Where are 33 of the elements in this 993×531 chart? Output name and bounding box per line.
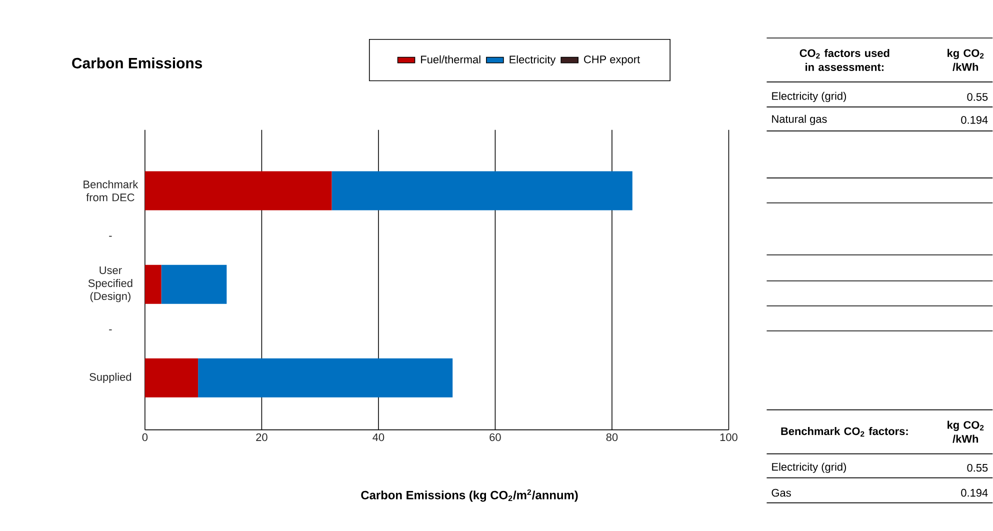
text: kg CO$_{2}$ /kWh bbox=[948, 420, 984, 443]
text: CO$_{2}$ factors used in assessment: bbox=[800, 49, 890, 72]
bar bbox=[144, 171, 332, 210]
x-axis-title: Carbon Emissions (kg CO$_{2}$/m$^{2}$/annum) bbox=[361, 489, 578, 502]
chart-title: Carbon Emissions bbox=[72, 58, 202, 69]
y-tick-label: Benchmark from DEC bbox=[84, 180, 138, 202]
bar bbox=[161, 264, 227, 304]
text: Electricity (grid) bbox=[772, 462, 846, 474]
text: 0.55 bbox=[967, 93, 988, 101]
text: kg CO$_{2}$ /kWh bbox=[948, 49, 984, 72]
y-tick-label: User Specified (Design) bbox=[88, 266, 132, 302]
text: Gas bbox=[772, 489, 791, 497]
bar bbox=[144, 358, 198, 398]
bar bbox=[198, 358, 453, 398]
y-tick-label: Supplied bbox=[90, 372, 132, 384]
legend-label: Electricity bbox=[510, 55, 556, 66]
text: Natural gas bbox=[772, 114, 827, 126]
x-tick-label: 20 bbox=[256, 433, 268, 442]
x-tick-label: 80 bbox=[606, 433, 618, 442]
text: 0.194 bbox=[961, 489, 988, 497]
x-tick-label: 100 bbox=[720, 433, 738, 442]
legend-label: CHP export bbox=[584, 56, 640, 66]
x-tick-label: 60 bbox=[490, 433, 501, 442]
bar bbox=[332, 171, 632, 210]
y-tick-label: - bbox=[109, 236, 112, 237]
bar bbox=[144, 264, 162, 304]
text: Benchmark CO$_{2}$ factors: bbox=[781, 427, 908, 437]
x-tick-label: 0 bbox=[142, 433, 148, 442]
text: Electricity (grid) bbox=[772, 92, 846, 102]
text: 0.194 bbox=[961, 116, 988, 124]
legend-label: Fuel/thermal bbox=[421, 55, 480, 64]
x-tick-label: 40 bbox=[372, 433, 384, 442]
text: 0.55 bbox=[967, 464, 988, 472]
